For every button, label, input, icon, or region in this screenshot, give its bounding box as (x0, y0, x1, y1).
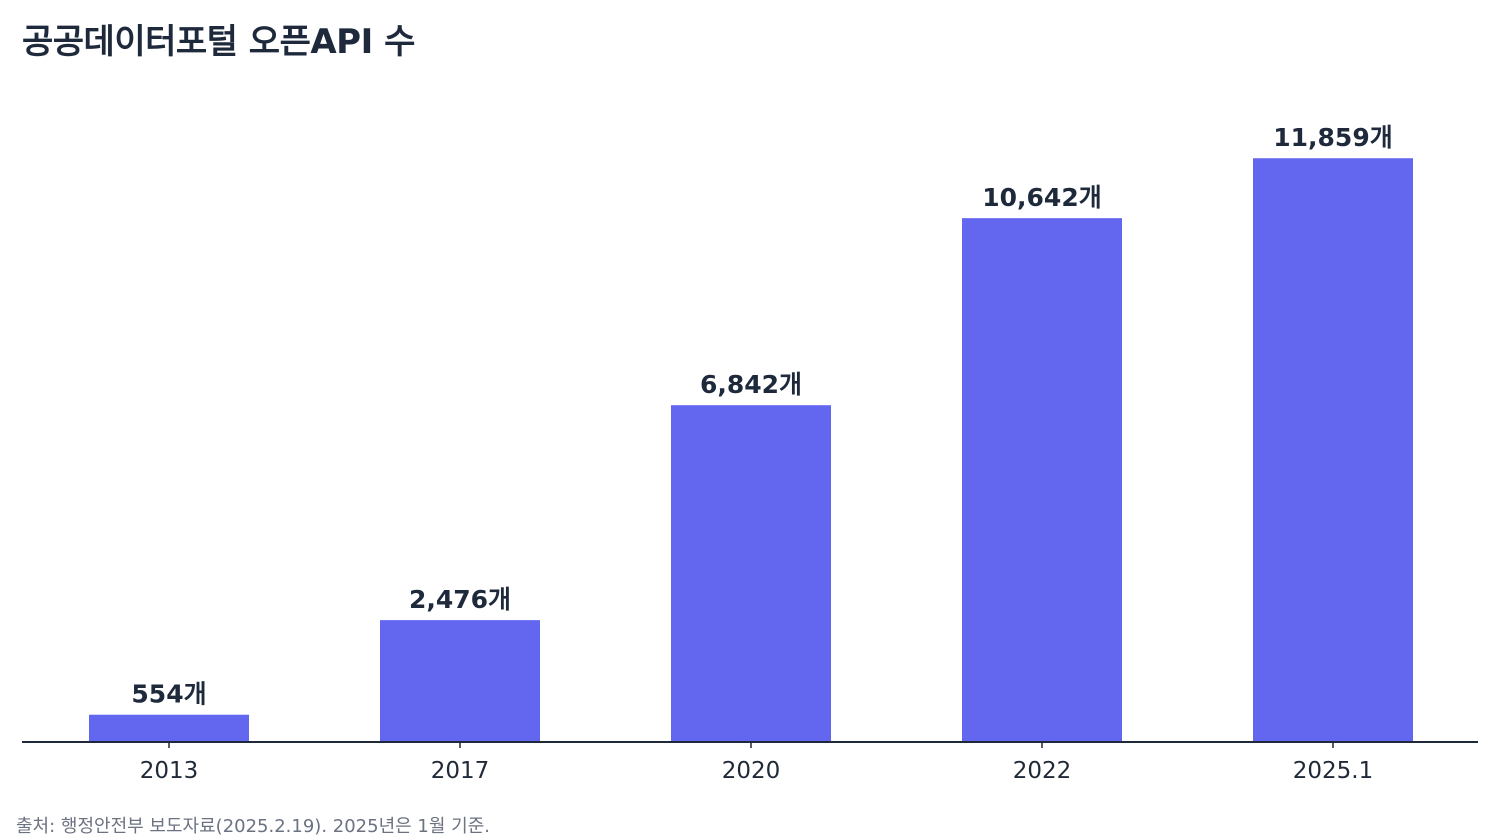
x-tick-label-2013: 2013 (140, 758, 199, 784)
x-tick-label-2017: 2017 (431, 758, 490, 784)
bar-2025.1 (1253, 158, 1413, 743)
value-label-2025.1: 11,859개 (1273, 123, 1392, 152)
bar-2022 (962, 218, 1122, 742)
bar-2017 (380, 620, 540, 742)
bar-2020 (671, 405, 831, 742)
value-label-2017: 2,476개 (409, 585, 511, 614)
bar-2013 (89, 714, 249, 742)
bars-layer (89, 158, 1413, 743)
chart-title: 공공데이터포털 오픈API 수 (22, 22, 415, 62)
x-tick-label-2020: 2020 (722, 758, 781, 784)
x-tick-label-2025.1: 2025.1 (1293, 758, 1373, 784)
value-label-2013: 554개 (131, 680, 206, 709)
tick-labels-layer: 2013 2017 2020 2022 2025.1 (140, 742, 1373, 784)
source-note: 출처: 행정안전부 보도자료(2025.2.19). 2025년은 1월 기준. (16, 816, 490, 837)
x-tick-label-2022: 2022 (1013, 758, 1072, 784)
value-label-2020: 6,842개 (700, 370, 802, 399)
value-label-2022: 10,642개 (982, 183, 1101, 212)
value-labels-layer: 554개 2,476개 6,842개 10,642개 11,859개 (131, 123, 1392, 708)
